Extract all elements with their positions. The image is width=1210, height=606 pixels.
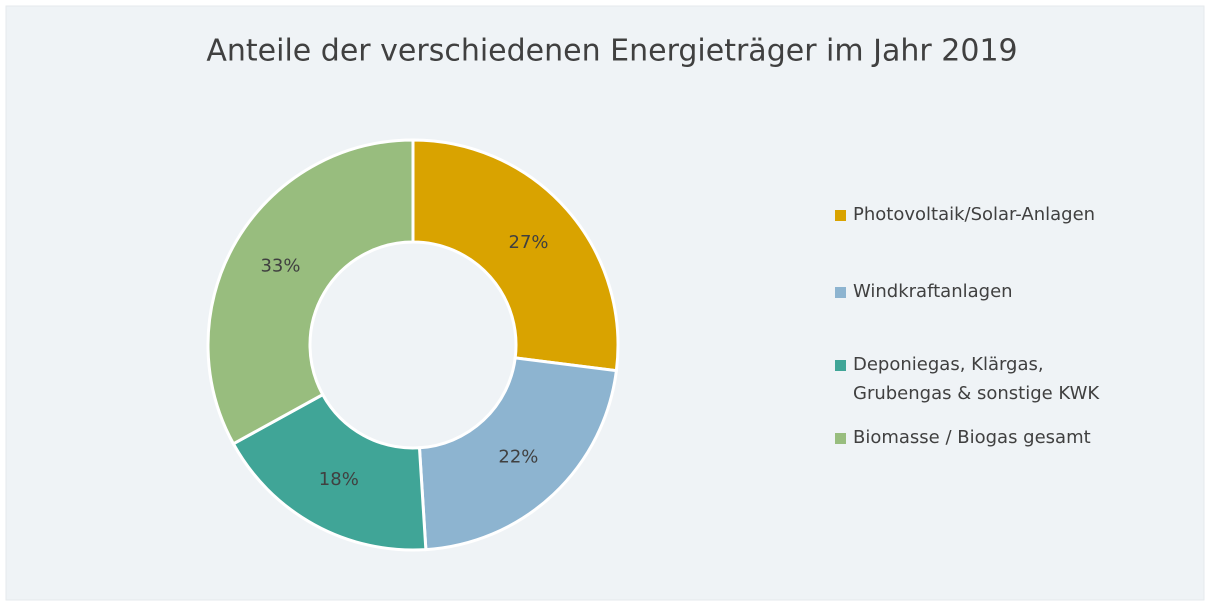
donut-slice (231, 392, 428, 552)
donut-slice (411, 138, 620, 373)
legend-label: Windkraftanlagen (853, 281, 1013, 302)
data-label: 27% (509, 232, 549, 253)
donut-slice (417, 356, 619, 552)
legend-swatch (835, 433, 846, 444)
legend-swatch (835, 287, 846, 298)
legend-swatch (835, 210, 846, 221)
legend-swatch (835, 360, 846, 371)
data-label: 33% (260, 256, 300, 277)
legend-label: Biomasse / Biogas gesamt (853, 427, 1091, 448)
legend-label: Deponiegas, Klärgas, Grubengas & sonstig… (853, 354, 1100, 404)
data-label: 18% (319, 469, 359, 490)
legend-item: Biomasse / Biogas gesamt (835, 423, 1143, 452)
legend-item: Deponiegas, Klärgas, Grubengas & sonstig… (835, 350, 1143, 408)
legend-item: Windkraftanlagen (835, 277, 1143, 306)
data-label: 22% (498, 446, 538, 467)
chart-title: Anteile der verschiedenen Energieträger … (206, 34, 1017, 69)
donut-slice (206, 138, 415, 446)
legend-item: Photovoltaik/Solar-Anlagen (835, 200, 1143, 229)
legend-label: Photovoltaik/Solar-Anlagen (853, 204, 1096, 225)
